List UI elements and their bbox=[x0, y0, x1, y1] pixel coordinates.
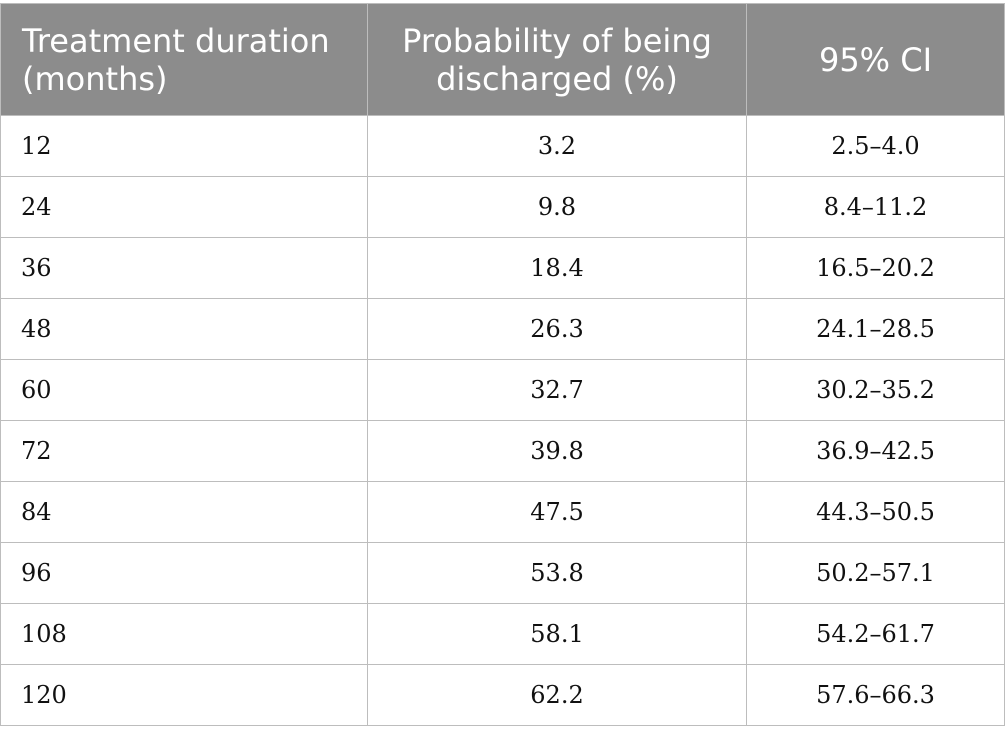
cell-treatment-duration: 84 bbox=[0, 481, 368, 543]
cell-95-ci: 36.9–42.5 bbox=[746, 420, 1005, 482]
table-row: 84 47.5 44.3–50.5 bbox=[0, 481, 1005, 543]
cell-95-ci: 2.5–4.0 bbox=[746, 115, 1005, 177]
table-row: 12 3.2 2.5–4.0 bbox=[0, 115, 1005, 177]
cell-treatment-duration: 120 bbox=[0, 664, 368, 726]
cell-probability: 32.7 bbox=[367, 359, 747, 421]
cell-95-ci: 44.3–50.5 bbox=[746, 481, 1005, 543]
cell-treatment-duration: 48 bbox=[0, 298, 368, 360]
table-header: Treatment duration (months) Probability … bbox=[0, 3, 1005, 116]
cell-treatment-duration: 72 bbox=[0, 420, 368, 482]
table-row: 36 18.4 16.5–20.2 bbox=[0, 237, 1005, 299]
cell-treatment-duration: 36 bbox=[0, 237, 368, 299]
cell-95-ci: 30.2–35.2 bbox=[746, 359, 1005, 421]
cell-treatment-duration: 12 bbox=[0, 115, 368, 177]
cell-treatment-duration: 108 bbox=[0, 603, 368, 665]
cell-95-ci: 54.2–61.7 bbox=[746, 603, 1005, 665]
header-95-ci: 95% CI bbox=[746, 3, 1005, 116]
table-row: 60 32.7 30.2–35.2 bbox=[0, 359, 1005, 421]
cell-95-ci: 16.5–20.2 bbox=[746, 237, 1005, 299]
header-treatment-duration: Treatment duration (months) bbox=[0, 3, 368, 116]
table-row: 108 58.1 54.2–61.7 bbox=[0, 603, 1005, 665]
cell-probability: 53.8 bbox=[367, 542, 747, 604]
cell-treatment-duration: 24 bbox=[0, 176, 368, 238]
cell-probability: 62.2 bbox=[367, 664, 747, 726]
cell-treatment-duration: 60 bbox=[0, 359, 368, 421]
header-row: Treatment duration (months) Probability … bbox=[0, 3, 1005, 116]
cell-95-ci: 57.6–66.3 bbox=[746, 664, 1005, 726]
table-row: 96 53.8 50.2–57.1 bbox=[0, 542, 1005, 604]
cell-probability: 3.2 bbox=[367, 115, 747, 177]
cell-probability: 18.4 bbox=[367, 237, 747, 299]
cell-probability: 39.8 bbox=[367, 420, 747, 482]
header-probability-discharged: Probability of being discharged (%) bbox=[367, 3, 747, 116]
cell-95-ci: 50.2–57.1 bbox=[746, 542, 1005, 604]
cell-95-ci: 24.1–28.5 bbox=[746, 298, 1005, 360]
table-row: 48 26.3 24.1–28.5 bbox=[0, 298, 1005, 360]
cell-95-ci: 8.4–11.2 bbox=[746, 176, 1005, 238]
table-row: 72 39.8 36.9–42.5 bbox=[0, 420, 1005, 482]
cell-probability: 47.5 bbox=[367, 481, 747, 543]
discharge-probability-table: Treatment duration (months) Probability … bbox=[0, 3, 1005, 726]
cell-probability: 9.8 bbox=[367, 176, 747, 238]
cell-probability: 58.1 bbox=[367, 603, 747, 665]
cell-probability: 26.3 bbox=[367, 298, 747, 360]
table-row: 24 9.8 8.4–11.2 bbox=[0, 176, 1005, 238]
cell-treatment-duration: 96 bbox=[0, 542, 368, 604]
table-body: 12 3.2 2.5–4.0 24 9.8 8.4–11.2 36 18.4 16.5–20.2… bbox=[0, 115, 1005, 726]
table-row: 120 62.2 57.6–66.3 bbox=[0, 664, 1005, 726]
